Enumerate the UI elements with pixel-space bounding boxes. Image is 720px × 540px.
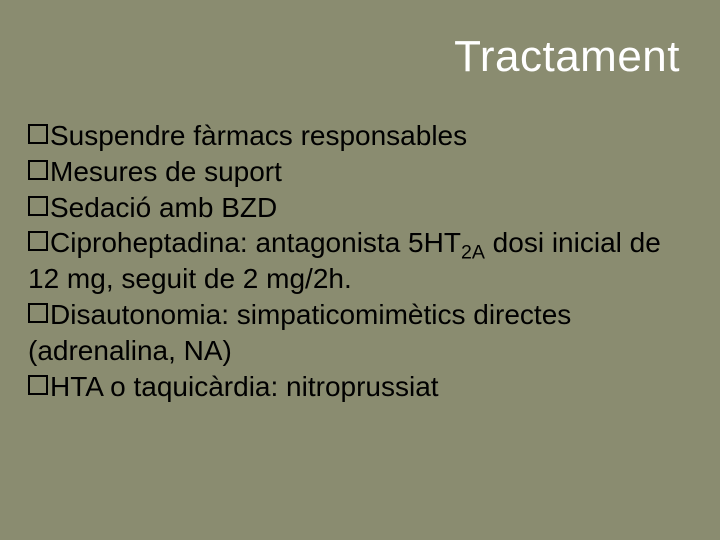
bullet-text-run: HTA o taquicàrdia: nitroprussiat: [50, 371, 439, 402]
bullet-item: Sedació amb BZD: [28, 190, 690, 226]
bullet-text-run: Suspendre fàrmacs responsables: [50, 120, 467, 151]
bullet-item: Suspendre fàrmacs responsables: [28, 118, 690, 154]
bullet-text-run: Sedació amb BZD: [50, 192, 277, 223]
slide-title: Tractament: [454, 32, 680, 82]
bullet-text-run: Ciproheptadina: antagonista 5HT: [50, 227, 461, 258]
square-bullet-icon: [28, 303, 48, 323]
bullet-item: Ciproheptadina: antagonista 5HT2A dosi i…: [28, 225, 690, 297]
square-bullet-icon: [28, 160, 48, 180]
slide-body: Suspendre fàrmacs responsables Mesures de…: [28, 118, 690, 405]
square-bullet-icon: [28, 124, 48, 144]
bullet-item: Disautonomia: simpaticomimètics directes…: [28, 297, 690, 369]
bullet-text-run: Mesures de suport: [50, 156, 282, 187]
bullet-item: HTA o taquicàrdia: nitroprussiat: [28, 369, 690, 405]
bullet-item: Mesures de suport: [28, 154, 690, 190]
bullet-text-run: 2A: [461, 242, 485, 264]
bullet-text-run: Disautonomia: simpaticomimètics directes…: [28, 299, 571, 366]
square-bullet-icon: [28, 231, 48, 251]
square-bullet-icon: [28, 196, 48, 216]
square-bullet-icon: [28, 375, 48, 395]
slide: Tractament Suspendre fàrmacs responsable…: [0, 0, 720, 540]
